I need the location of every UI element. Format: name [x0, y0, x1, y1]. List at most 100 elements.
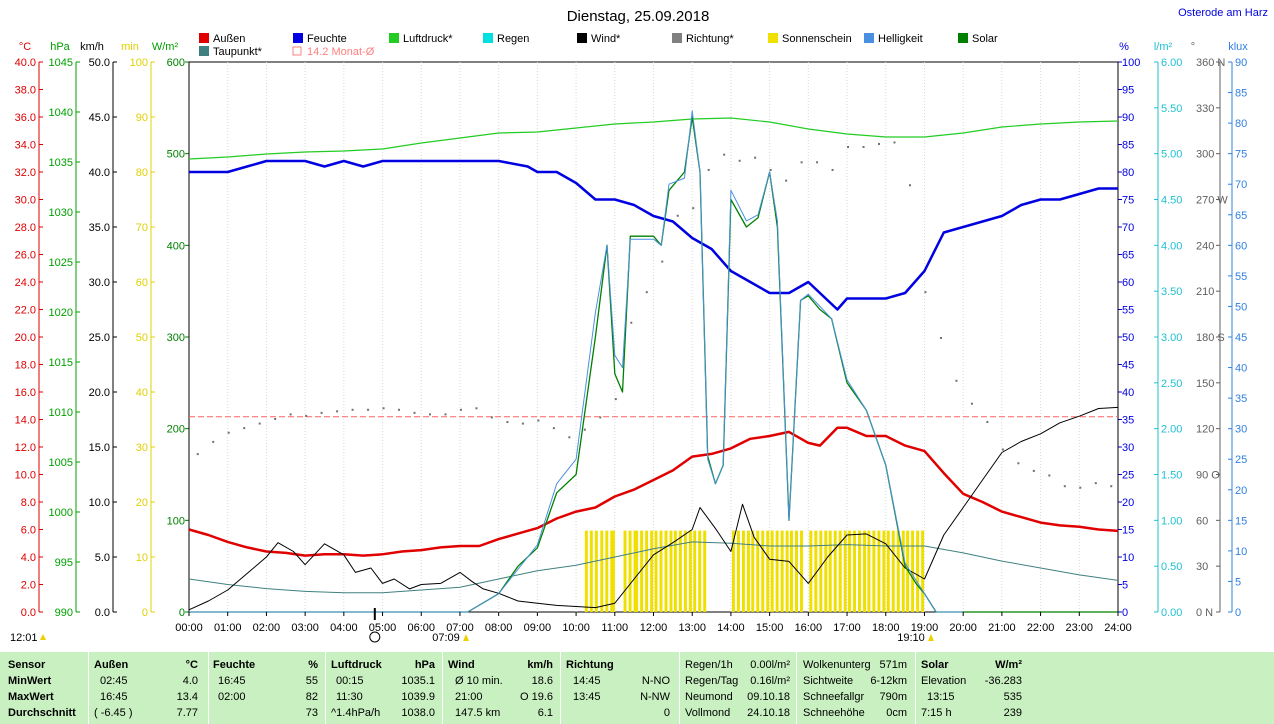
direction-point [289, 413, 292, 416]
sunshine-bar [741, 530, 745, 612]
direction-point [723, 153, 726, 156]
sun-tick-label: 90 [136, 112, 148, 124]
temp-tick-label: 20.0 [15, 332, 36, 344]
direction-point [661, 260, 664, 263]
sunshine-bar [683, 530, 687, 612]
direction-point [258, 422, 261, 425]
hum-tick-label: 25 [1122, 470, 1134, 482]
direction-point [490, 416, 493, 419]
klux-tick-label: 55 [1235, 271, 1247, 283]
sunshine-bar [882, 530, 886, 612]
direction-point [939, 337, 942, 339]
temp-tick-label: 38.0 [15, 85, 36, 97]
direction-point [413, 411, 416, 414]
x-tick-label: 19:00 [911, 622, 939, 634]
direction-point [692, 207, 695, 210]
sunshine-bar [645, 530, 649, 612]
legend-label: Helligkeit [878, 33, 923, 45]
legend-label: Solar [972, 33, 998, 45]
sunshine-duration: 7:15 h [921, 707, 952, 719]
wolkenunterg-label: Wolkenunterg [803, 659, 871, 671]
feuchte-header: Feuchte [213, 659, 256, 671]
hum-tick-label: 95 [1122, 85, 1134, 97]
klux-tick-label: 45 [1235, 332, 1247, 344]
direction-point [506, 421, 509, 424]
richtung-min-time: 14:45 [573, 675, 601, 687]
moon-icon [369, 631, 381, 643]
klux-tick-label: 70 [1235, 179, 1247, 191]
schneefallgr-label: Schneefallgr [803, 691, 865, 703]
wind-min-label: Ø 10 min. [455, 675, 503, 687]
x-tick-label: 02:00 [253, 622, 281, 634]
hum-tick-label: 60 [1122, 277, 1134, 289]
rain-tick-label: 3.50 [1161, 286, 1182, 298]
sun-time-left: 12:01 [10, 632, 38, 644]
sunshine-bar [600, 530, 604, 612]
sunshine-bar [698, 530, 702, 612]
direction-point [676, 214, 679, 217]
legend-swatch [672, 33, 682, 43]
elevation-value: -36.283 [984, 675, 1022, 687]
klux-tick-label: 30 [1235, 424, 1247, 436]
sun-tick-label: 70 [136, 222, 148, 234]
direction-point [274, 417, 277, 420]
luftdruck-trend: ^1.4hPa/h [331, 707, 381, 719]
direction-point [878, 142, 881, 145]
legend-swatch [293, 33, 303, 43]
direction-point [614, 398, 617, 401]
sunshine-bar [605, 530, 609, 612]
sunshine-bar [891, 530, 895, 612]
richtung-avg-value: 0 [663, 707, 670, 719]
dir-tick-label: 240 [1196, 240, 1214, 252]
hum-tick-label: 55 [1122, 305, 1134, 317]
wind-tick-label: 35.0 [89, 222, 110, 234]
sunshine-bar [896, 530, 900, 612]
temp-tick-label: 28.0 [15, 222, 36, 234]
sun-icon [40, 634, 46, 640]
aussen-unit: °C [185, 659, 198, 671]
direction-point [738, 159, 741, 162]
statistics-table: Sensor MinWert MaxWert Durchschnitt Auße… [0, 652, 1274, 724]
neumond-label: Neumond [685, 691, 733, 703]
pressure-tick-label: 1000 [49, 507, 73, 519]
sunset-time: 19:10 [897, 632, 925, 644]
hum-tick-label: 65 [1122, 250, 1134, 262]
solar-tick-label: 100 [167, 515, 185, 527]
wind-tick-label: 10.0 [89, 497, 110, 509]
direction-point [552, 427, 555, 430]
direction-point [227, 431, 230, 434]
hum-tick-label: 90 [1122, 112, 1134, 124]
legend-label: Wind* [591, 33, 621, 45]
hum-tick-label: 15 [1122, 525, 1134, 537]
richtung-min-value: N-NO [641, 675, 670, 687]
hum-tick-label: 35 [1122, 415, 1134, 427]
sunshine-bar [756, 530, 760, 612]
direction-point [475, 407, 478, 410]
x-tick-label: 12:00 [640, 622, 668, 634]
legend-label: Feuchte [307, 33, 347, 45]
sensor-header: Sensor [8, 659, 46, 671]
pressure-tick-label: 1030 [49, 207, 73, 219]
x-tick-label: 23:00 [1066, 622, 1094, 634]
pressure-tick-label: 990 [55, 607, 73, 619]
sunshine-bar [623, 530, 627, 612]
sunset-icon [928, 634, 934, 641]
hum-tick-label: 30 [1122, 442, 1134, 454]
direction-point [816, 161, 819, 164]
sunrise-time: 07:09 [432, 632, 460, 644]
legend-label: Sonnenschein [782, 33, 852, 45]
temp-tick-label: 34.0 [15, 140, 36, 152]
x-tick-label: 01:00 [214, 622, 242, 634]
axis-unit: ° [1191, 41, 1195, 53]
axis-unit: klux [1228, 41, 1248, 53]
direction-point [800, 161, 803, 164]
sunshine-bar [886, 530, 890, 612]
dir-tick-label: 300 [1196, 149, 1214, 161]
sunshine-bar [872, 530, 876, 612]
rain-tick-label: 2.50 [1161, 378, 1182, 390]
direction-point [707, 168, 710, 171]
sunshine-bar [610, 530, 614, 612]
klux-tick-label: 20 [1235, 485, 1247, 497]
solar-tick-label: 500 [167, 149, 185, 161]
sunshine-bar [654, 530, 658, 612]
